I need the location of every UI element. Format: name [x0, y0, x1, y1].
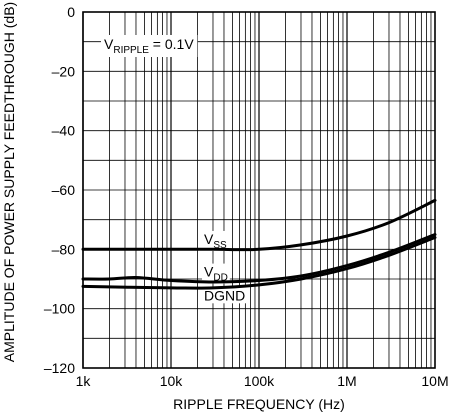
series-line-v-dd [81, 233, 437, 284]
series-label-background [202, 287, 248, 304]
y-tick-label: –100 [44, 301, 75, 317]
series-label-sub: DD [213, 273, 227, 284]
y-tick-label: –20 [52, 63, 76, 79]
series-label-background [202, 230, 230, 251]
x-tick-label: 10k [160, 373, 184, 389]
y-tick-label: –80 [52, 241, 76, 257]
series-line-dgnd [81, 236, 437, 290]
annotation-main: V [104, 36, 114, 52]
series-label-background [202, 263, 230, 284]
ripple-annotation-text: VRIPPLE = 0.1V [104, 36, 194, 56]
annotation-background [101, 35, 198, 57]
y-axis-title: AMPLITUDE OF POWER SUPPLY FEEDTHROUGH (d… [1, 2, 17, 362]
x-tick-label: 10M [421, 373, 448, 389]
grid [82, 11, 435, 369]
series-label-v-ss: VSS [204, 231, 227, 251]
y-tick-label: 0 [67, 4, 75, 20]
plot-frame [82, 11, 436, 369]
annotation-suffix: = 0.1V [149, 36, 194, 52]
series-label-main: DGND [204, 287, 245, 303]
series-line-v-ss [81, 198, 437, 252]
y-tick-label: –120 [44, 360, 75, 376]
series-label-sub: SS [213, 240, 227, 251]
x-tick-label: 100k [244, 373, 275, 389]
x-tick-label: 1M [337, 373, 356, 389]
series-label-v-dd: VDD [204, 264, 228, 284]
x-axis-title: RIPPLE FREQUENCY (Hz) [173, 396, 345, 412]
annotation-sub: RIPPLE [113, 45, 149, 56]
series-lines [81, 198, 437, 290]
x-tick-label: 1k [76, 373, 92, 389]
tick-labels: 1k 10k 100k 1M 10M 0 –20 –40 –60 –80 –100 –120 [44, 4, 449, 389]
ripple-annotation: VRIPPLE = 0.1V [101, 35, 198, 57]
y-tick-label: –40 [52, 123, 76, 139]
series-label-main: V [204, 264, 214, 280]
series-label-dgnd: DGND [204, 287, 245, 303]
y-tick-label: –60 [52, 182, 76, 198]
label-backgrounds [202, 230, 248, 304]
series-label-main: V [204, 231, 214, 247]
